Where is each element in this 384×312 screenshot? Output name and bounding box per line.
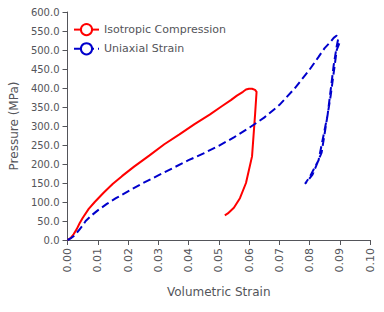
svg-text:0.01: 0.01 [91, 248, 104, 273]
svg-text:200.0: 200.0 [31, 159, 60, 170]
svg-text:300.0: 300.0 [31, 121, 60, 132]
svg-text:Volumetric Strain: Volumetric Strain [167, 285, 271, 299]
svg-text:Pressure (MPa): Pressure (MPa) [7, 82, 21, 171]
svg-text:0.10: 0.10 [364, 248, 377, 273]
svg-text:0.08: 0.08 [303, 248, 316, 273]
svg-text:450.0: 450.0 [31, 64, 60, 75]
svg-text:0.09: 0.09 [333, 248, 346, 273]
svg-text:400.0: 400.0 [31, 83, 60, 94]
svg-text:Isotropic Compression: Isotropic Compression [104, 23, 226, 36]
svg-text:50.0: 50.0 [37, 216, 59, 227]
svg-text:350.0: 350.0 [31, 102, 60, 113]
svg-text:0.06: 0.06 [243, 248, 256, 273]
svg-text:150.0: 150.0 [31, 178, 60, 189]
svg-text:250.0: 250.0 [31, 140, 60, 151]
svg-text:0.02: 0.02 [122, 248, 135, 273]
svg-text:0.00: 0.00 [61, 248, 74, 273]
svg-text:Uniaxial Strain: Uniaxial Strain [104, 42, 184, 55]
svg-text:0.0: 0.0 [44, 235, 60, 246]
svg-text:500.0: 500.0 [31, 45, 60, 56]
svg-text:0.04: 0.04 [182, 248, 195, 273]
svg-text:600.0: 600.0 [31, 7, 60, 18]
svg-text:550.0: 550.0 [31, 26, 60, 37]
svg-text:0.07: 0.07 [273, 248, 286, 273]
svg-text:100.0: 100.0 [31, 197, 60, 208]
svg-text:0.03: 0.03 [152, 248, 165, 273]
svg-text:0.05: 0.05 [212, 248, 225, 273]
